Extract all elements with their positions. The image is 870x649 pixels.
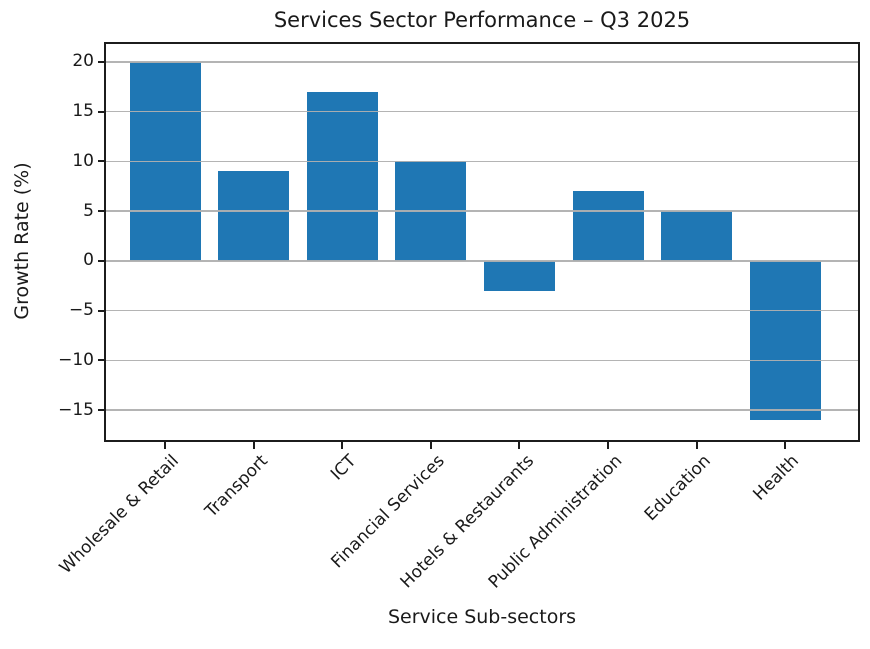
gridline-y-10 [106, 160, 858, 163]
y-tick-mark [98, 110, 105, 113]
x-axis-label: Service Sub-sectors [387, 606, 577, 628]
x-tick-label: Transport [201, 451, 272, 522]
gridline-y--10 [106, 359, 858, 362]
y-tick-mark [98, 259, 105, 262]
y-tick-mark [98, 359, 105, 362]
bar-health [749, 260, 821, 421]
y-tick-label: 10 [72, 150, 94, 171]
x-tick-mark [252, 442, 255, 449]
y-tick-label: −5 [68, 300, 94, 321]
bar-transport [218, 171, 290, 261]
gridline-y-5 [106, 210, 858, 212]
gridline-y--15 [106, 409, 858, 411]
x-tick-label: ICT [326, 451, 361, 485]
gridline-y-0 [106, 260, 858, 262]
y-tick-label: 0 [83, 250, 94, 271]
bar-public-administration [572, 191, 644, 261]
bar-education [661, 211, 733, 261]
y-tick-mark [98, 160, 105, 163]
x-tick-mark [607, 442, 609, 449]
bar-hotels-restaurants [483, 260, 555, 291]
x-tick-mark [429, 442, 432, 449]
x-tick-label: Education [640, 451, 715, 525]
y-tick-mark [98, 409, 105, 412]
y-axis-label: Growth Rate (%) [11, 162, 33, 320]
x-tick-mark [518, 442, 521, 449]
gridline-y--5 [106, 309, 858, 312]
chart-title: Services Sector Performance – Q3 2025 [273, 8, 691, 32]
x-tick-mark [341, 442, 344, 449]
y-tick-label: −15 [58, 399, 94, 420]
x-tick-mark [784, 442, 787, 449]
x-tick-mark [164, 442, 166, 449]
x-tick-label: Health [749, 451, 804, 505]
bar-ict [306, 91, 378, 261]
y-tick-label: 15 [72, 101, 94, 122]
y-tick-mark [98, 60, 105, 63]
gridline-y-20 [106, 61, 858, 63]
y-tick-label: 5 [83, 200, 94, 221]
y-tick-mark [98, 309, 105, 312]
x-tick-mark [695, 442, 698, 449]
gridline-y-15 [106, 110, 858, 113]
x-tick-label: Wholesale & Retail [56, 451, 184, 579]
y-tick-mark [98, 210, 105, 213]
y-tick-label: 20 [72, 51, 94, 72]
y-tick-label: −10 [58, 349, 94, 370]
